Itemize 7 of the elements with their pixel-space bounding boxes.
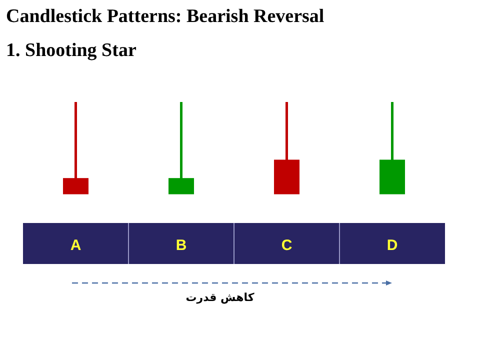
chart-subtitle: 1. Shooting Star bbox=[6, 40, 137, 61]
chart-title: Candlestick Patterns: Bearish Reversal bbox=[6, 6, 324, 27]
x-tick-label: C bbox=[281, 237, 292, 254]
x-tick-label: D bbox=[386, 237, 398, 254]
text: کاهش قدرت bbox=[186, 291, 255, 304]
x-tick-label: A bbox=[70, 237, 82, 254]
x-tick-label: B bbox=[176, 237, 187, 254]
